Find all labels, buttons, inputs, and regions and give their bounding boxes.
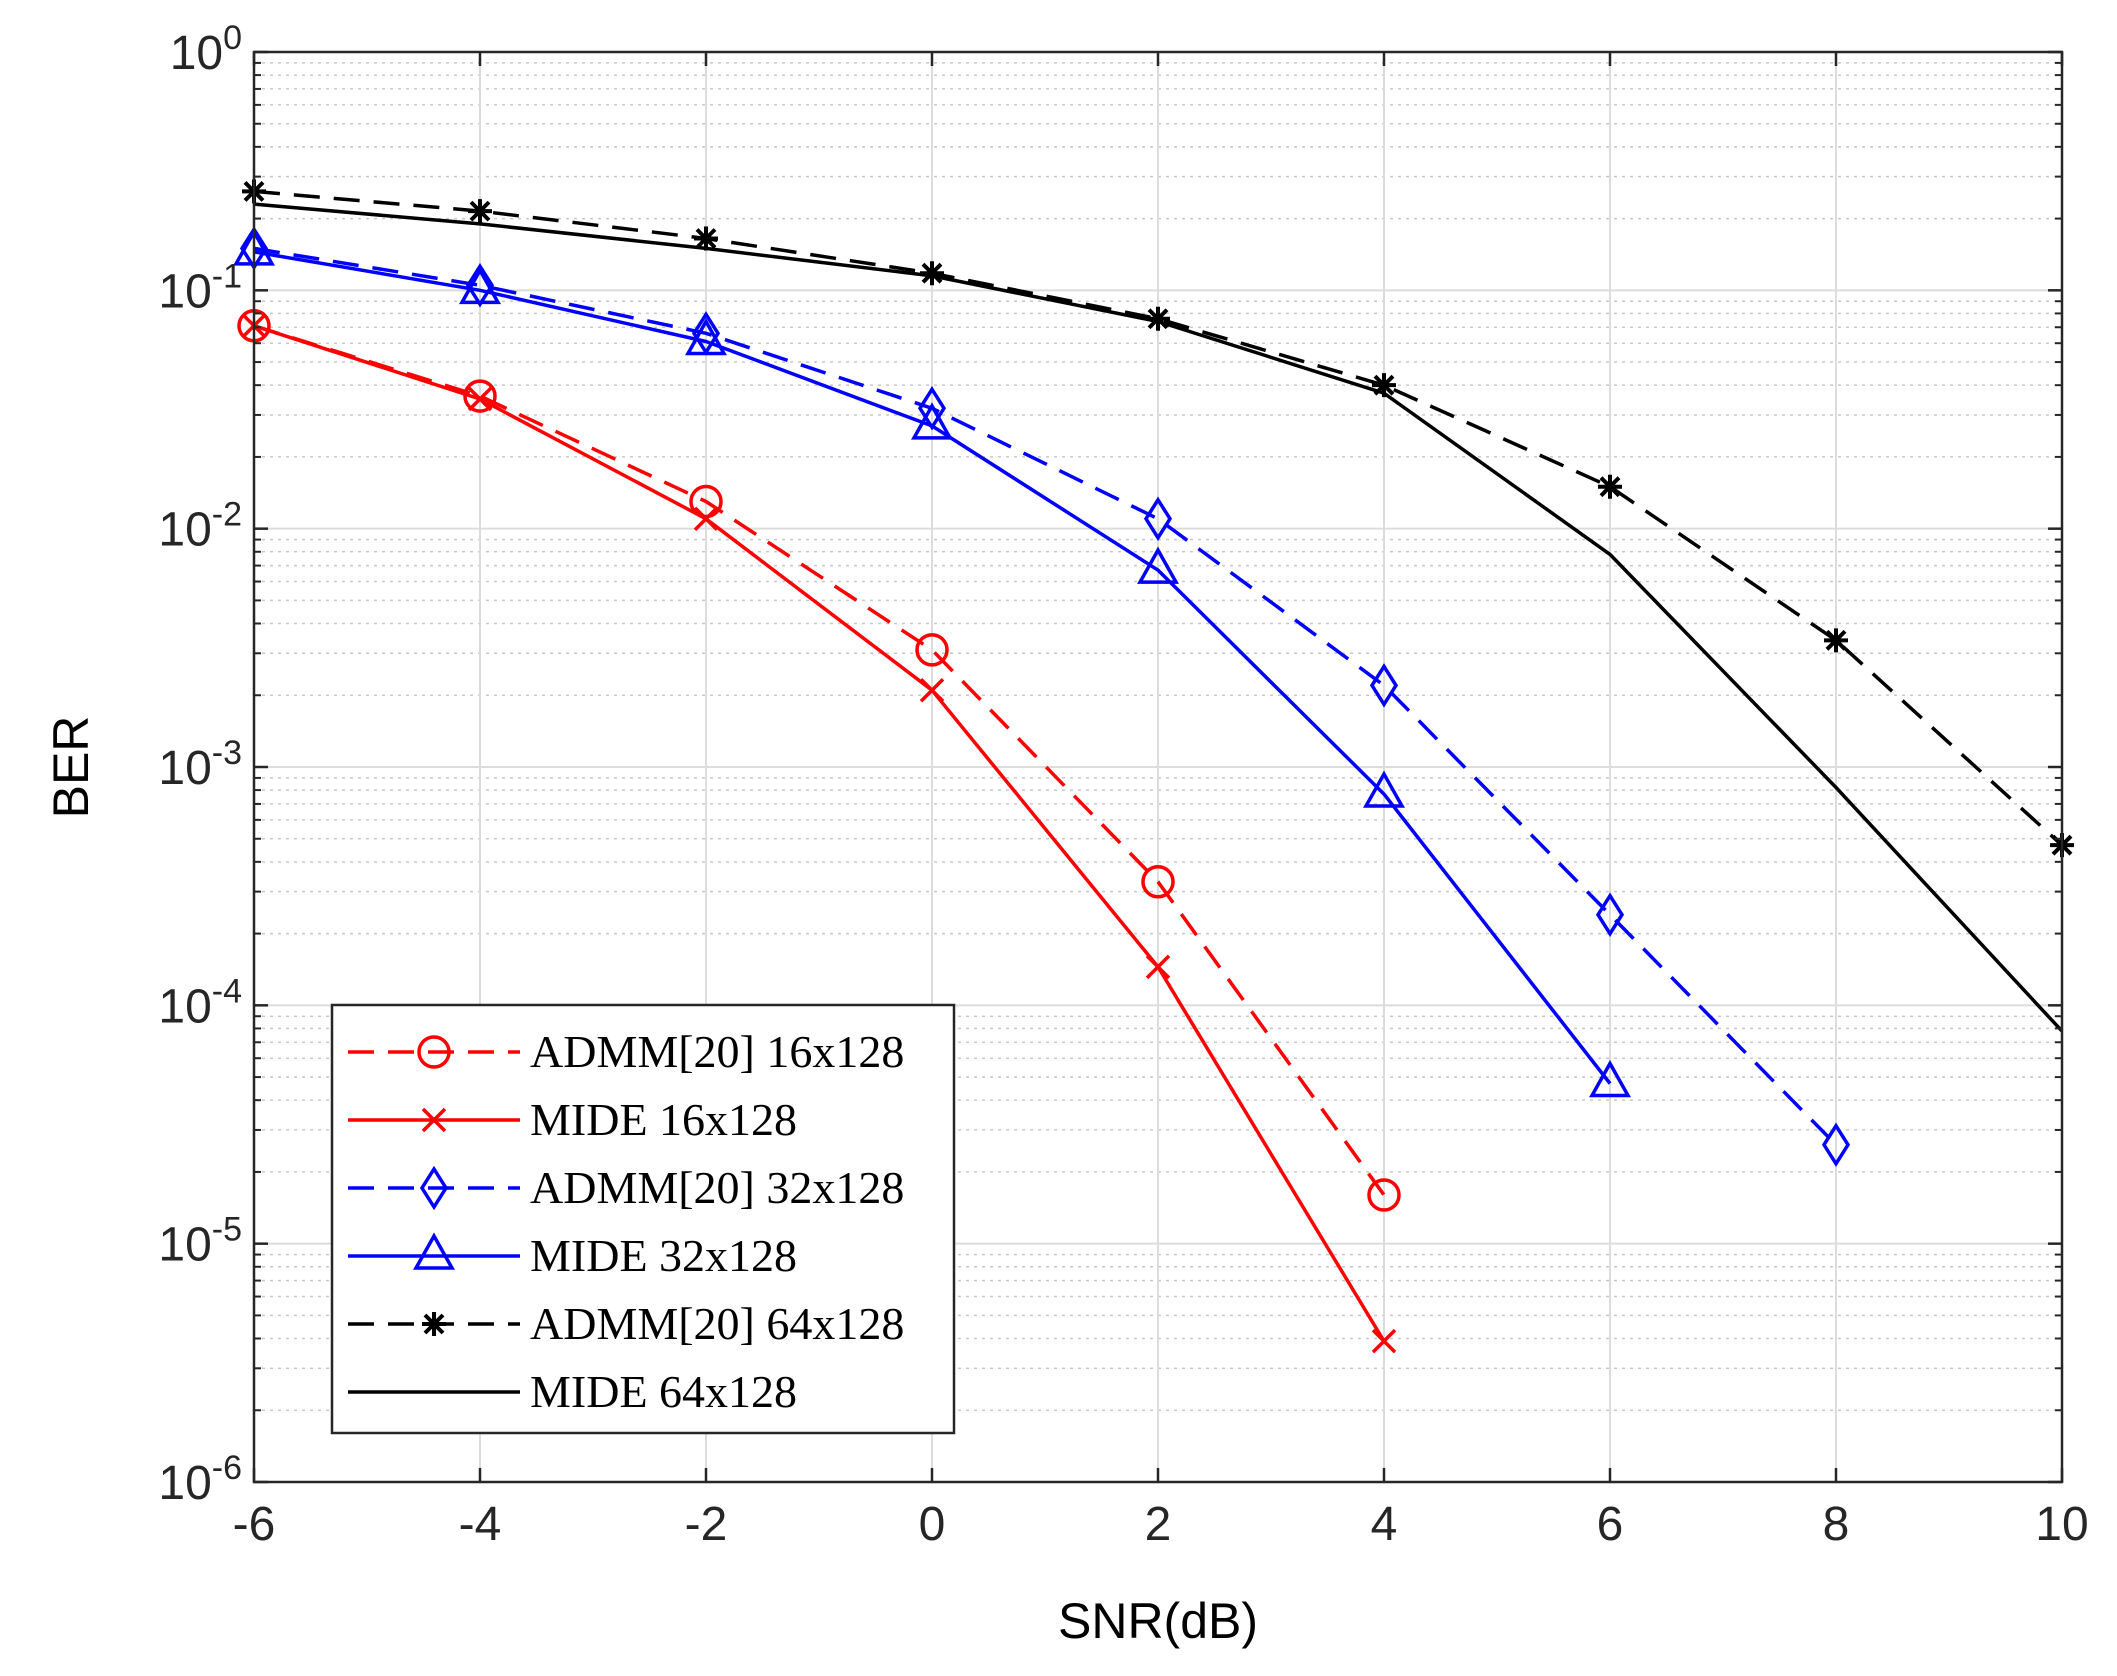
y-tick-base: 10 xyxy=(158,1219,211,1272)
series-line-0 xyxy=(253,324,1386,1197)
data-point xyxy=(915,633,949,667)
x-tick-label: -2 xyxy=(685,1498,728,1551)
series-line-4 xyxy=(253,189,2064,847)
data-point xyxy=(463,379,497,413)
data-point xyxy=(1137,546,1179,584)
legend-label: ADMM[20] 64x128 xyxy=(530,1298,904,1349)
data-point xyxy=(693,506,719,532)
data-point xyxy=(468,199,492,224)
series-group xyxy=(233,179,2074,1354)
data-point xyxy=(465,263,495,308)
y-tick-label: 10-3 xyxy=(158,734,242,795)
legend-label: ADMM[20] 32x128 xyxy=(530,1162,904,1213)
series-line-3 xyxy=(253,250,1612,1085)
data-point xyxy=(1598,474,1622,499)
y-axis-label: BER xyxy=(43,716,99,819)
y-tick-exponent: 0 xyxy=(223,19,242,57)
y-tick-exponent: -3 xyxy=(212,734,242,772)
legend-box xyxy=(330,1003,956,1435)
data-point xyxy=(911,402,953,440)
data-point xyxy=(1145,954,1171,980)
x-tick-label: 2 xyxy=(1145,1498,1172,1551)
x-tick-label: -6 xyxy=(233,1498,276,1551)
y-tick-label: 10-1 xyxy=(158,257,242,318)
y-tick-base: 10 xyxy=(158,265,211,318)
series-line-5 xyxy=(253,202,2064,1033)
data-point xyxy=(1371,1328,1397,1354)
data-point xyxy=(1141,865,1175,899)
data-point xyxy=(920,261,944,286)
data-point xyxy=(694,226,718,251)
y-tick-exponent: -6 xyxy=(212,1449,242,1487)
y-tick-label: 10-6 xyxy=(158,1449,242,1510)
x-tick-label: 10 xyxy=(2035,1498,2088,1551)
legend-item: ADMM[20] 16x128 xyxy=(348,1026,904,1077)
data-point xyxy=(467,386,493,412)
series-5 xyxy=(253,202,2064,1033)
y-tick-base: 10 xyxy=(158,742,211,795)
x-tick-label: 4 xyxy=(1371,1498,1398,1551)
x-axis-label: SNR(dB) xyxy=(1058,1593,1258,1649)
legend-item: MIDE 64x128 xyxy=(348,1366,797,1417)
data-point xyxy=(1372,373,1396,398)
series-0 xyxy=(237,309,1401,1212)
data-point xyxy=(685,317,727,356)
data-point xyxy=(1367,1178,1401,1212)
legend: ADMM[20] 16x128 MIDE 16x128 ADMM[20] 32x12… xyxy=(330,1003,956,1435)
legend-label: MIDE 64x128 xyxy=(530,1366,797,1417)
y-tick-label: 100 xyxy=(170,19,242,80)
x-tick-label: 0 xyxy=(919,1498,946,1551)
data-point xyxy=(1824,628,1848,653)
data-point xyxy=(1589,1059,1631,1098)
legend-item: MIDE 16x128 xyxy=(348,1094,797,1145)
y-tick-base: 10 xyxy=(158,504,211,557)
x-tick-label: 8 xyxy=(1823,1498,1850,1551)
legend-marker xyxy=(422,1312,446,1336)
series-line-1 xyxy=(253,324,1386,1343)
y-tick-base: 10 xyxy=(158,1457,211,1510)
legend-item: ADMM[20] 64x128 xyxy=(348,1298,904,1349)
data-point xyxy=(1369,663,1399,708)
data-point xyxy=(1821,1122,1851,1168)
legend-label: ADMM[20] 16x128 xyxy=(530,1026,904,1077)
data-point xyxy=(459,266,501,305)
legend-item: MIDE 32x128 xyxy=(348,1230,797,1281)
y-tick-base: 10 xyxy=(158,980,211,1033)
legend-marker xyxy=(421,1107,447,1133)
legend-marker xyxy=(419,1165,449,1211)
y-tick-label: 10-2 xyxy=(158,496,242,557)
x-tick-label: -4 xyxy=(459,1498,502,1551)
y-tick-label: 10-4 xyxy=(158,972,242,1033)
data-point xyxy=(919,677,945,703)
y-tick-exponent: -5 xyxy=(212,1211,242,1249)
legend-marker xyxy=(417,1035,451,1069)
data-point xyxy=(1595,892,1625,937)
data-point xyxy=(1143,496,1173,542)
data-point xyxy=(1363,770,1405,808)
series-3 xyxy=(233,228,1631,1098)
legend-label: MIDE 32x128 xyxy=(530,1230,797,1281)
y-tick-exponent: -2 xyxy=(212,496,242,534)
legend-item: ADMM[20] 32x128 xyxy=(348,1162,904,1213)
y-tick-exponent: -1 xyxy=(212,257,242,295)
legend-label: MIDE 16x128 xyxy=(530,1094,797,1145)
data-point xyxy=(1146,306,1170,331)
y-tick-base: 10 xyxy=(170,27,223,80)
x-tick-label: 6 xyxy=(1597,1498,1624,1551)
y-tick-label: 10-5 xyxy=(158,1211,242,1272)
series-line-2 xyxy=(253,246,1838,1147)
y-tick-exponent: -4 xyxy=(212,972,242,1010)
legend-marker xyxy=(413,1232,455,1270)
